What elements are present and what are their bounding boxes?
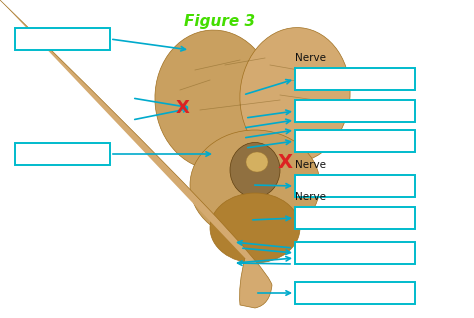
Bar — [15, 143, 110, 165]
Text: Nerve: Nerve — [295, 53, 326, 63]
Text: Nerve: Nerve — [295, 192, 326, 202]
Ellipse shape — [155, 30, 275, 170]
Text: Nerve: Nerve — [295, 160, 326, 170]
Bar — [295, 100, 415, 122]
Bar — [295, 130, 415, 152]
PathPatch shape — [0, 258, 272, 318]
Text: Figure 3: Figure 3 — [184, 14, 255, 29]
Bar — [295, 282, 415, 304]
Ellipse shape — [240, 28, 350, 162]
Ellipse shape — [190, 130, 320, 240]
Text: X: X — [176, 99, 190, 117]
Ellipse shape — [230, 142, 280, 197]
Text: X: X — [277, 153, 292, 171]
Bar — [295, 242, 415, 264]
Ellipse shape — [210, 193, 300, 263]
Bar — [15, 28, 110, 50]
Bar — [295, 68, 415, 90]
Bar — [295, 175, 415, 197]
Bar — [295, 207, 415, 229]
Ellipse shape — [246, 152, 268, 172]
